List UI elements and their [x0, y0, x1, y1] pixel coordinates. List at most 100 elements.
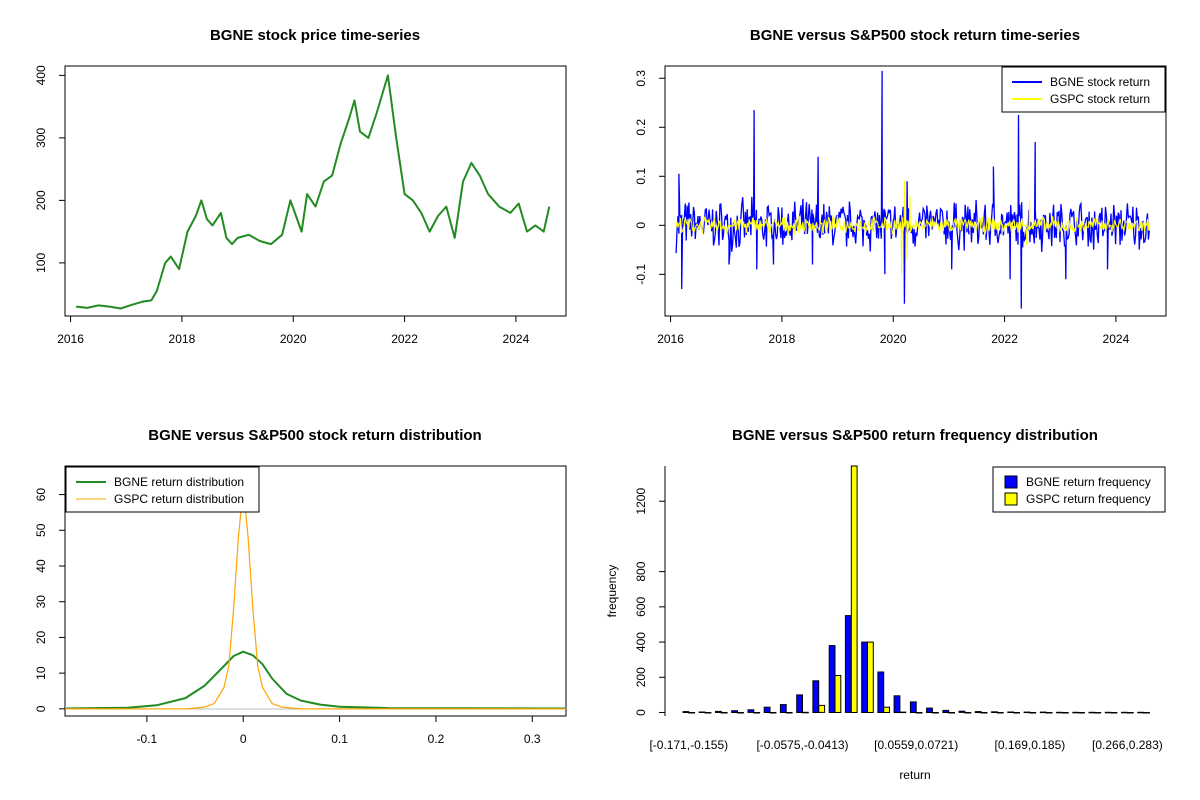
- y-tick-label: 400: [34, 65, 48, 85]
- gspc-frequency-bar: [867, 641, 874, 713]
- price-series: [75, 74, 551, 310]
- x-tick-label: 2018: [169, 332, 196, 346]
- bgne-frequency-bar: [698, 711, 706, 713]
- x-tick-label: 2020: [880, 332, 907, 346]
- x-tick-label: [-0.171,-0.155): [649, 738, 728, 752]
- bgne-frequency-bar: [942, 709, 950, 714]
- return-series: [675, 70, 1150, 309]
- price-line: [75, 74, 551, 310]
- legend-label-gspc: GSPC stock return: [1050, 92, 1150, 106]
- x-tick-label: 2016: [657, 332, 684, 346]
- bgne-frequency-bar: [779, 704, 787, 713]
- bgne-frequency-bar: [991, 711, 998, 713]
- x-tick-label: 2022: [991, 332, 1018, 346]
- gspc-frequency-bar: [883, 706, 891, 714]
- x-tick-label: -0.1: [137, 732, 158, 746]
- bgne-frequency-bar: [974, 711, 982, 713]
- y-tick-label: 800: [634, 561, 648, 581]
- y-tick-label: 300: [34, 128, 48, 148]
- x-axis: 2016 2018 2020 2022 2024: [57, 316, 530, 346]
- bgne-frequency-bar: [1056, 711, 1063, 714]
- chart-title: BGNE versus S&P500 stock return time-ser…: [750, 27, 1080, 44]
- x-axis: 2016 2018 2020 2022 2024: [657, 316, 1130, 346]
- gspc-frequency-bar: [899, 711, 907, 714]
- gspc-frequency-bar: [1110, 712, 1118, 714]
- y-axis-label: frequency: [605, 565, 619, 618]
- bgne-frequency-bar: [715, 710, 722, 714]
- gspc-frequency-bar: [1045, 712, 1053, 714]
- x-tick-label: [0.0559,0.0721): [874, 738, 958, 752]
- chart-title: BGNE versus S&P500 stock return distribu…: [148, 427, 481, 444]
- gspc-frequency-bar: [1078, 712, 1085, 714]
- y-axis: 0 10 20 30 40 50 60: [34, 488, 65, 712]
- y-tick-label: 20: [34, 630, 48, 644]
- y-tick-label: 600: [634, 597, 648, 617]
- bgne-frequency-bar: [1023, 711, 1031, 714]
- x-tick-label: [-0.0575,-0.0413): [756, 738, 848, 752]
- bgne-frequency-bar: [958, 710, 966, 713]
- gspc-frequency-bar: [834, 675, 842, 713]
- x-axis: [-0.171,-0.155) [-0.0575,-0.0413) [0.0559,…: [649, 738, 1162, 752]
- gspc-density-line: [65, 486, 566, 710]
- x-axis-label: return: [899, 768, 930, 782]
- y-tick-label: -0.1: [634, 264, 648, 285]
- gspc-return-line: [675, 181, 1150, 275]
- legend-label-bgne: BGNE return distribution: [114, 475, 244, 489]
- gspc-frequency-bar: [802, 711, 809, 714]
- gspc-frequency-bar: [980, 712, 988, 714]
- y-axis: 100 200 300 400: [34, 65, 65, 273]
- plot-frame: [664, 65, 1167, 317]
- legend: BGNE return frequency GSPC return freque…: [992, 466, 1166, 513]
- y-tick-label: 50: [34, 523, 48, 537]
- gspc-frequency-bar: [1061, 712, 1069, 714]
- x-tick-label: 0: [240, 732, 247, 746]
- gspc-frequency-bar: [1029, 712, 1037, 714]
- gspc-frequency-bar: [850, 465, 858, 713]
- density-series: [64, 486, 567, 710]
- y-tick-label: 0: [634, 222, 648, 229]
- bgne-frequency-bar: [1039, 711, 1047, 714]
- bgne-frequency-bar: [731, 710, 739, 714]
- bgne-frequency-bar: [1072, 711, 1080, 714]
- x-tick-label: 0.3: [524, 732, 541, 746]
- bgne-frequency-bar: [763, 706, 771, 714]
- bgne-frequency-bar: [812, 680, 820, 713]
- gspc-frequency-bar: [932, 712, 939, 714]
- gspc-frequency-bar: [818, 704, 826, 713]
- plot-frame: [64, 465, 567, 717]
- y-tick-label: 100: [34, 253, 48, 273]
- gspc-frequency-bar: [720, 712, 728, 714]
- gspc-frequency-bar: [1143, 712, 1150, 714]
- bgne-frequency-bar: [1104, 711, 1112, 714]
- bgne-frequency-bar: [796, 694, 804, 714]
- y-tick-label: 10: [34, 666, 48, 680]
- gspc-frequency-bar: [737, 712, 744, 714]
- x-axis: -0.1 0 0.1 0.2 0.3: [137, 716, 541, 746]
- bgne-frequency-bar: [861, 641, 869, 713]
- bgne-frequency-bar: [926, 707, 933, 713]
- x-tick-label: 2022: [391, 332, 418, 346]
- x-tick-label: 2024: [1103, 332, 1130, 346]
- legend-box: [1001, 66, 1166, 113]
- legend-box: [992, 466, 1166, 513]
- gspc-frequency-bar: [996, 712, 1004, 714]
- y-tick-label: 1200: [634, 488, 648, 515]
- chart-title: BGNE versus S&P500 return frequency dist…: [732, 427, 1098, 444]
- legend-label-bgne: BGNE return frequency: [1026, 475, 1151, 489]
- y-tick-label: 0: [634, 709, 648, 716]
- gspc-frequency-bar: [688, 712, 696, 714]
- gspc-frequency-bar: [948, 712, 956, 714]
- x-tick-label: 2016: [57, 332, 84, 346]
- bgne-frequency-bar: [893, 695, 901, 713]
- gspc-frequency-bar: [769, 712, 777, 714]
- y-axis: -0.1 0 0.1 0.2 0.3: [634, 70, 665, 285]
- y-tick-label: 40: [34, 559, 48, 573]
- x-tick-label: [0.169,0.185): [995, 738, 1066, 752]
- legend-box: [65, 466, 260, 513]
- bgne-frequency-bar: [1121, 711, 1128, 714]
- panel-return-timeseries: BGNE versus S&P500 stock return time-ser…: [634, 27, 1167, 346]
- x-tick-label: 2024: [503, 332, 530, 346]
- y-tick-label: 0.1: [634, 168, 648, 185]
- gspc-frequency-bar: [1013, 712, 1021, 714]
